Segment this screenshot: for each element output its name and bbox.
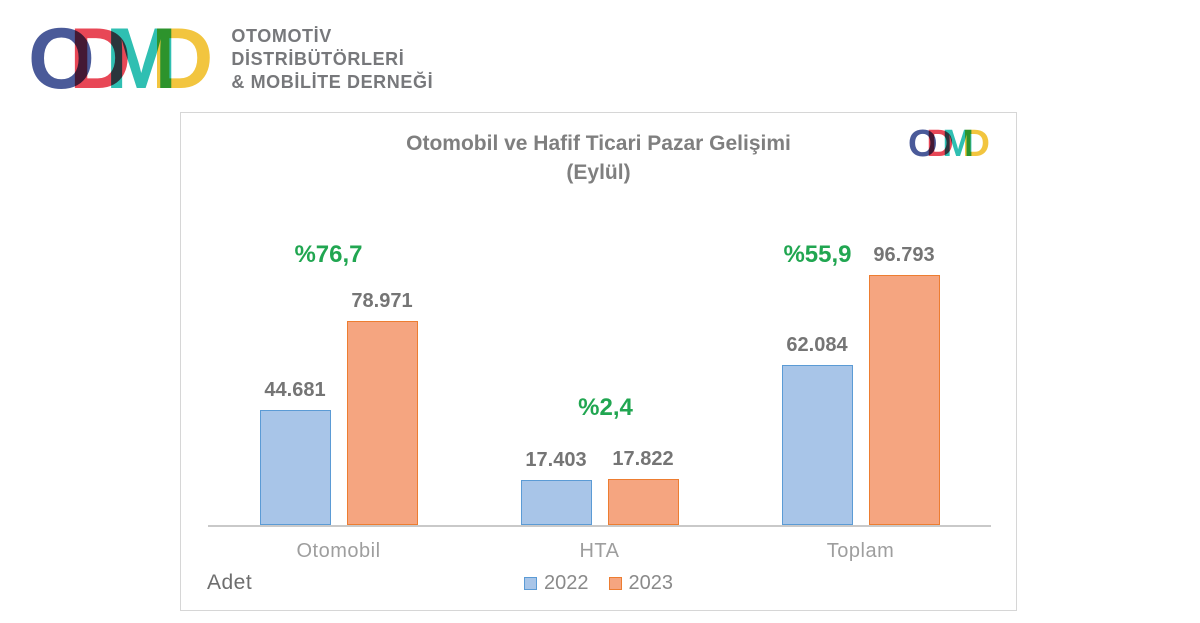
bar-chart-plot: 44.681 78.971 %76,7 Otomobil 17.403 17.822 %2,… [181, 113, 1016, 610]
logo-letter-0: O [28, 11, 95, 107]
bar-2023-toplam [868, 275, 940, 525]
bar-2022-otomobil [259, 410, 331, 525]
chart-card: Otomobil ve Hafif Ticari Pazar Gelişimi … [180, 112, 1017, 611]
growth-label-hta: %2,4 [578, 394, 633, 421]
legend-item-2022: 2022 [524, 572, 589, 595]
growth-label-otomobil: %76,7 [294, 241, 363, 268]
logo-letter-2: M [942, 123, 974, 165]
bar-2023-otomobil [346, 321, 418, 525]
value-label-2022-otomobil: 44.681 [264, 379, 326, 401]
chart-legend: 2022 2023 [181, 572, 1016, 595]
bar-2022-toplam [781, 365, 853, 525]
legend-item-2023: 2023 [608, 572, 674, 595]
bar-2023-hta [607, 479, 679, 525]
legend-label-2023: 2023 [628, 572, 674, 594]
brand-line-2: DİSTRİBÜTÖRLERİ [231, 48, 405, 69]
logo-letter-1: D [69, 11, 132, 107]
legend-label-2022: 2022 [544, 572, 589, 594]
brand-line-3: & MOBİLİTE DERNEĞİ [231, 71, 434, 92]
logo-letter-3: D [962, 123, 990, 165]
x-axis-line [208, 525, 991, 527]
chart-title-line1: Otomobil ve Hafif Ticari Pazar Gelişimi [406, 132, 791, 155]
value-label-2022-hta: 17.403 [525, 449, 587, 471]
logo-letter-2: M [105, 11, 178, 107]
category-label-otomobil: Otomobil [296, 540, 381, 562]
legend-swatch-2023 [608, 577, 622, 590]
growth-label-toplam: %55,9 [783, 241, 852, 268]
odmd-logo-text: OTOMOTİV DİSTRİBÜTÖRLERİ & MOBİLİTE DERN… [231, 25, 433, 94]
value-label-2023-otomobil: 78.971 [351, 290, 413, 312]
logo-letter-3: D [151, 11, 214, 107]
brand-line-1: OTOMOTİV [231, 25, 332, 46]
value-label-2022-toplam: 62.084 [786, 334, 848, 356]
logo-letter-0: O [908, 123, 938, 165]
category-label-toplam: Toplam [826, 540, 895, 562]
chart-title-line2: (Eylül) [566, 161, 631, 184]
logo-letter-1: D [926, 123, 954, 165]
value-label-2023-hta: 17.822 [612, 448, 674, 470]
unit-label: Adet [207, 571, 253, 594]
legend-swatch-2022 [524, 577, 537, 590]
bar-2022-hta [520, 480, 592, 525]
category-label-hta: HTA [579, 540, 620, 562]
value-label-2023-toplam: 96.793 [873, 244, 935, 266]
chart-title: Otomobil ve Hafif Ticari Pazar Gelişimi … [181, 129, 1016, 187]
